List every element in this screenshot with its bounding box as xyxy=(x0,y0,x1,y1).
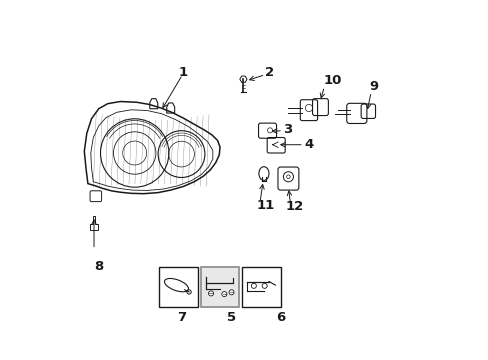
Text: 6: 6 xyxy=(275,311,285,324)
Bar xyxy=(242,267,281,307)
Text: 12: 12 xyxy=(285,201,304,213)
Bar xyxy=(200,267,239,307)
Text: 3: 3 xyxy=(283,123,292,136)
Text: 1: 1 xyxy=(179,66,187,78)
Circle shape xyxy=(208,291,213,296)
Text: 10: 10 xyxy=(323,75,341,87)
Bar xyxy=(159,267,197,307)
Text: 8: 8 xyxy=(94,260,103,273)
Text: 2: 2 xyxy=(264,66,274,78)
Polygon shape xyxy=(239,76,246,82)
Circle shape xyxy=(228,290,234,295)
Text: 11: 11 xyxy=(257,199,275,212)
Text: 9: 9 xyxy=(369,80,378,93)
Text: 7: 7 xyxy=(177,311,185,324)
Text: 5: 5 xyxy=(227,311,236,324)
Text: 4: 4 xyxy=(304,138,313,150)
Circle shape xyxy=(222,292,226,297)
